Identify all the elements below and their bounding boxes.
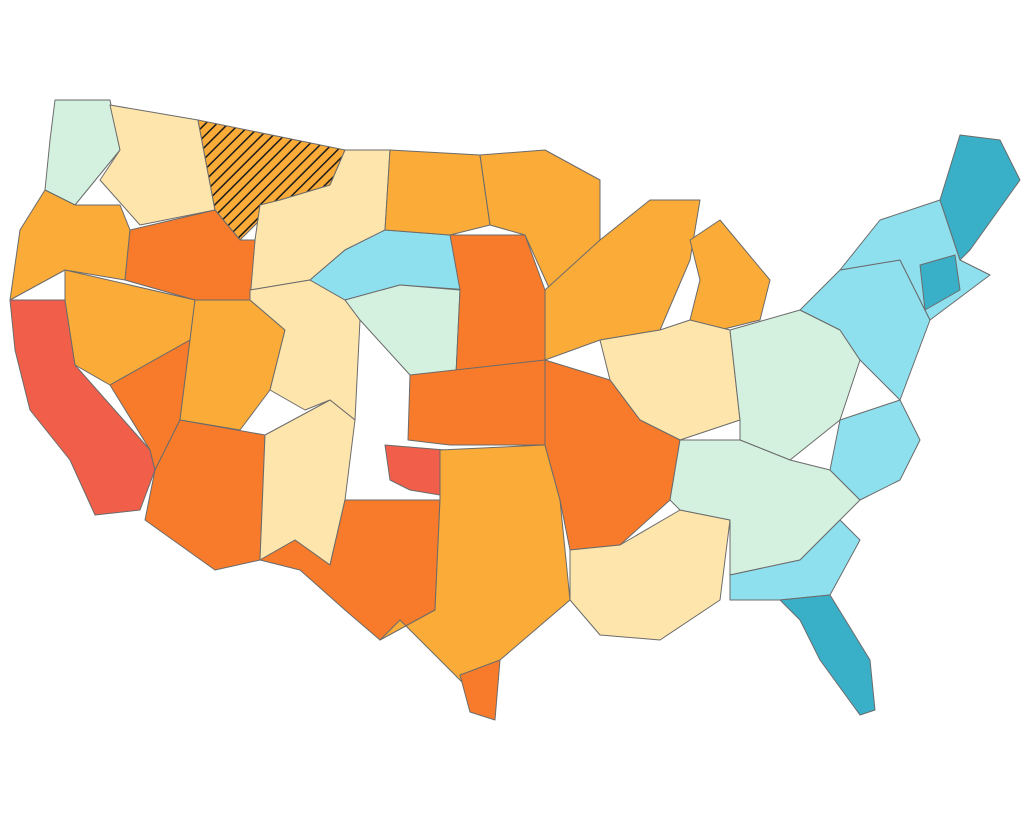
region <box>124 209 256 301</box>
region <box>939 134 1021 261</box>
region <box>569 509 731 641</box>
region <box>384 444 446 496</box>
region <box>544 359 681 551</box>
region <box>459 659 501 721</box>
regions <box>9 99 1021 721</box>
region <box>179 299 286 431</box>
region <box>729 519 861 601</box>
region <box>919 254 961 311</box>
region <box>689 219 771 331</box>
region <box>779 594 876 716</box>
region <box>384 149 491 236</box>
region <box>407 359 546 446</box>
region <box>544 199 701 361</box>
